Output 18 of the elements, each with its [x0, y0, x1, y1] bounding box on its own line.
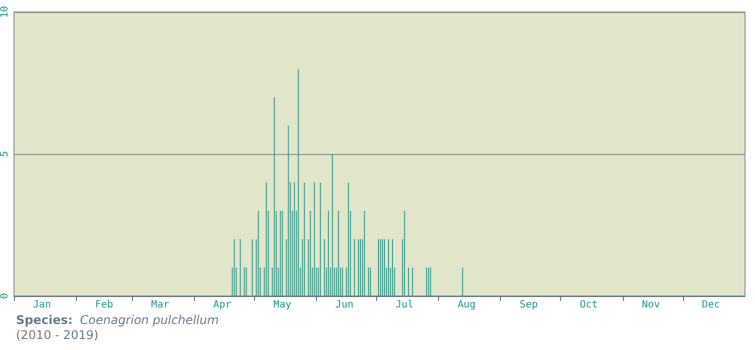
x-tick-label: Sep	[520, 300, 538, 310]
x-tick-label: Feb	[95, 300, 114, 310]
x-tick-label: Jul	[396, 300, 414, 310]
x-tick-label: Jan	[33, 300, 52, 310]
x-tick-label: Dec	[702, 300, 720, 310]
y-tick-label: 10	[0, 6, 10, 18]
x-tick-label: Aug	[458, 300, 476, 310]
text: Coenagrion pulchellum	[80, 313, 219, 327]
x-tick-label: Oct	[580, 300, 598, 310]
x-tick-label: Apr	[213, 300, 232, 310]
y-tick-label: 5	[0, 150, 10, 158]
text: Species:	[16, 313, 73, 327]
x-tick-label: Mar	[151, 300, 170, 310]
y-tick-label: 0	[0, 292, 10, 300]
x-tick-label: Nov	[642, 300, 660, 310]
x-tick-label: Jun	[335, 300, 354, 310]
x-tick-label: May	[273, 300, 292, 310]
text: (2010 - 2019)	[16, 328, 98, 342]
